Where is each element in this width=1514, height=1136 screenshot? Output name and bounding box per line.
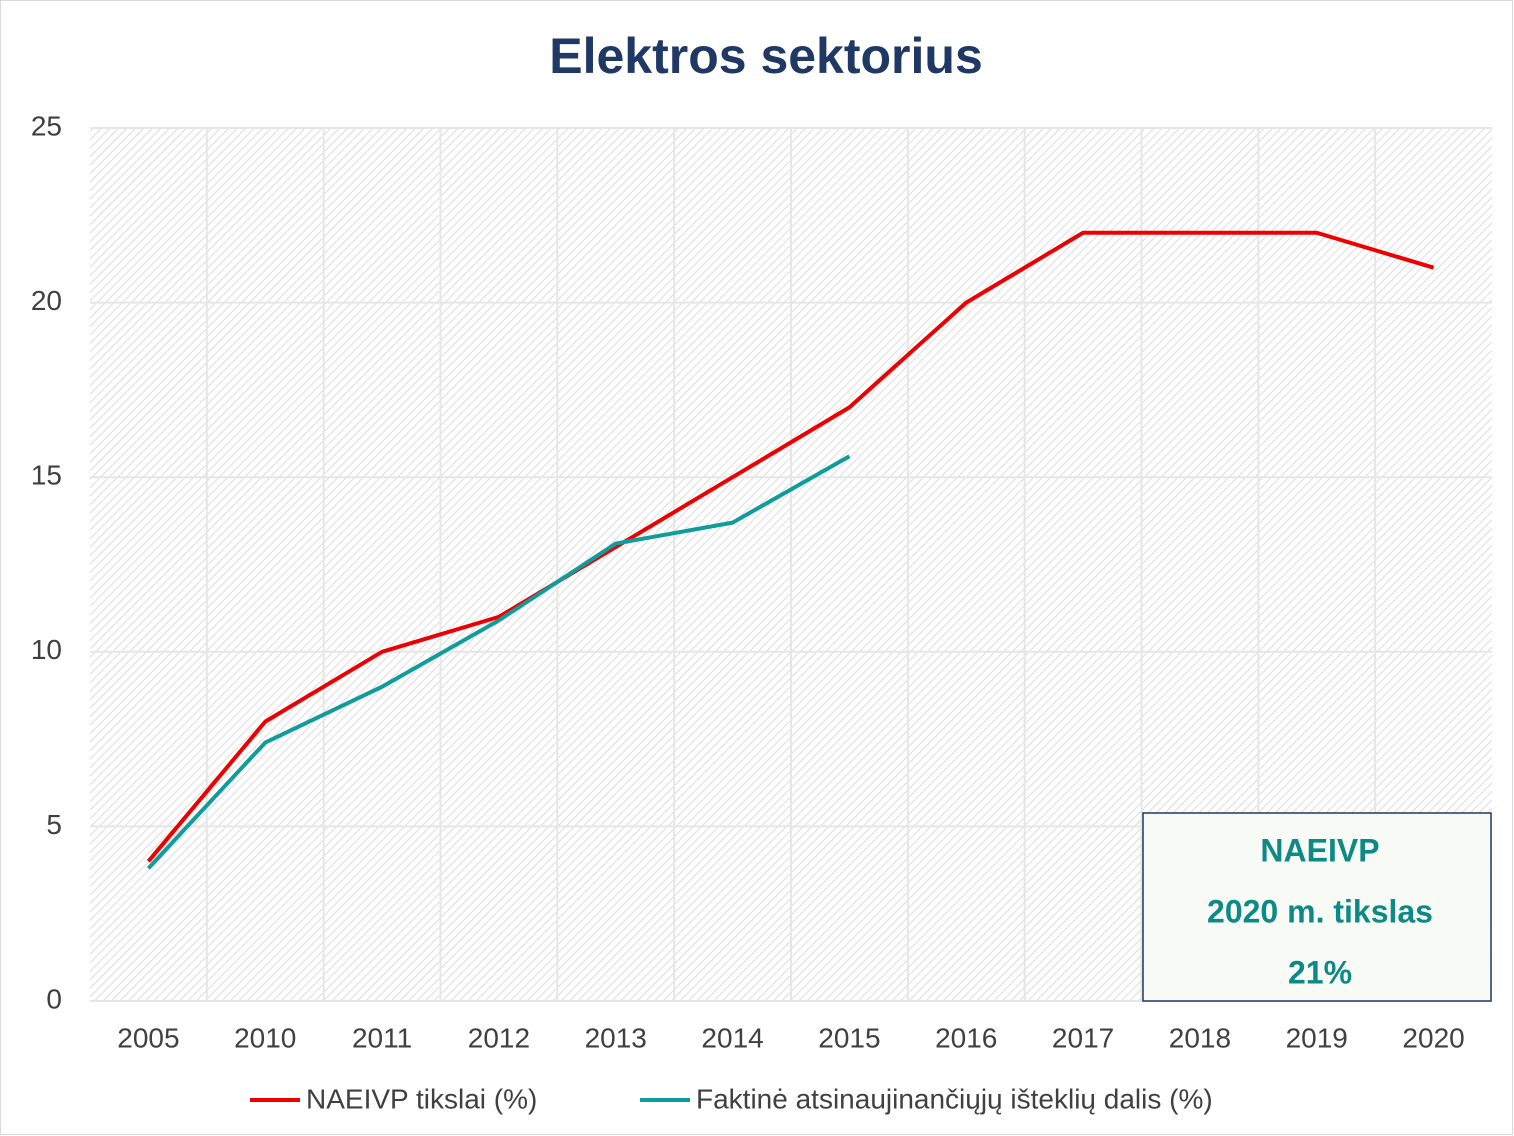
x-tick-label: 2014 xyxy=(701,1022,763,1053)
x-tick-label: 2017 xyxy=(1052,1022,1114,1053)
x-tick-label: 2018 xyxy=(1169,1022,1231,1053)
x-tick-label: 2019 xyxy=(1286,1022,1348,1053)
x-tick-label: 2012 xyxy=(468,1022,530,1053)
x-tick-label: 2013 xyxy=(585,1022,647,1053)
x-tick-label: 2015 xyxy=(818,1022,880,1053)
x-tick-label: 2010 xyxy=(234,1022,296,1053)
y-tick-label: 0 xyxy=(46,983,62,1014)
series-line xyxy=(146,230,1435,863)
annotation-text: 21% xyxy=(1288,954,1352,990)
y-tick-label: 15 xyxy=(31,460,62,491)
legend-label: Faktinė atsinaujinančiųjų išteklių dalis… xyxy=(696,1083,1213,1114)
annotation-text: NAEIVP xyxy=(1260,832,1379,868)
annotation-text: 2020 m. tikslas xyxy=(1207,893,1433,929)
y-tick-label: 25 xyxy=(31,110,62,141)
x-tick-label: 2016 xyxy=(935,1022,997,1053)
x-tick-label: 2005 xyxy=(117,1022,179,1053)
legend-label: NAEIVP tikslai (%) xyxy=(306,1083,537,1114)
chart-title: Elektros sektorius xyxy=(549,28,983,84)
x-tick-label: 2020 xyxy=(1402,1022,1464,1053)
x-tick-label: 2011 xyxy=(352,1022,412,1053)
y-tick-label: 10 xyxy=(31,634,62,665)
annotation-box xyxy=(1142,812,1492,1002)
y-tick-label: 5 xyxy=(46,809,62,840)
series-line xyxy=(146,454,851,870)
y-tick-label: 20 xyxy=(31,285,62,316)
